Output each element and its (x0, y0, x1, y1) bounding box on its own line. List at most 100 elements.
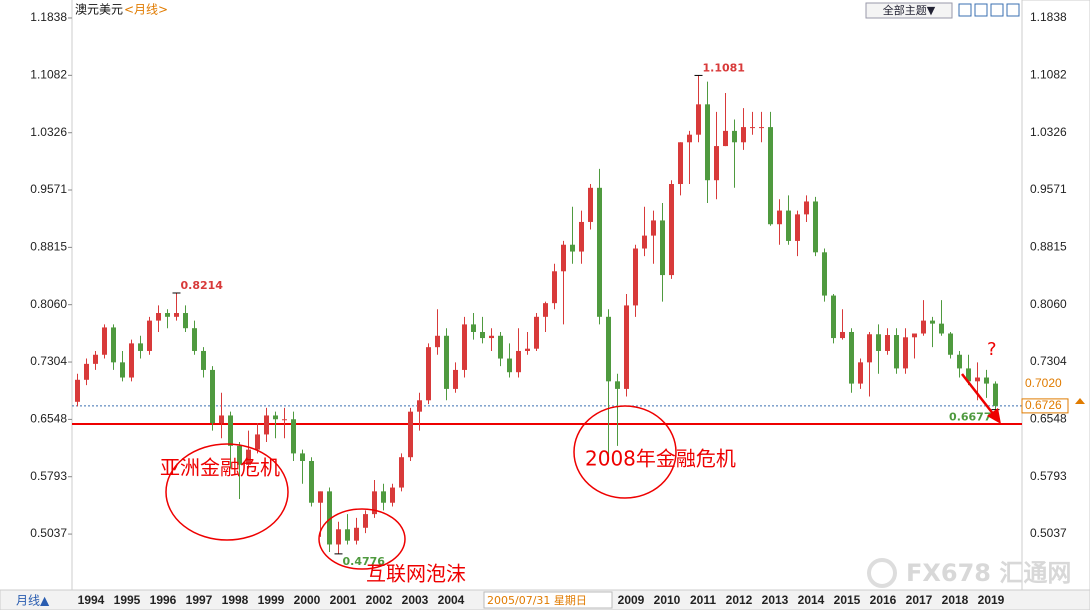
event-label: 互联网泡沫 (366, 562, 466, 586)
candle-body (390, 487, 395, 503)
candle-body (201, 350, 206, 370)
candle-body (741, 127, 746, 143)
candle-body (372, 491, 377, 515)
candle-body (759, 127, 764, 129)
candle-body (435, 335, 440, 348)
theme-button-box[interactable] (865, 2, 953, 19)
symbol: 澳元美元 (75, 3, 123, 17)
y-tick-label: 0.5793 (30, 469, 67, 483)
x-tick-label: 2000 (294, 593, 321, 607)
candle-body (480, 331, 485, 339)
arrow (961, 373, 995, 416)
theme-button[interactable]: 全部主题▼ (883, 3, 936, 17)
candle-body (309, 460, 314, 503)
candle-body (102, 327, 107, 355)
candle-body (633, 248, 638, 306)
x-tick-label: 2009 (618, 593, 645, 607)
candle-body (984, 377, 989, 384)
candle-body (183, 313, 188, 329)
x-tick-label: 2015 (834, 593, 861, 607)
event-label: 2008年金融危机 (585, 447, 736, 471)
right-axis-panel (1021, 0, 1090, 591)
y-tick-label-right: 1.1082 (1030, 68, 1067, 82)
candle-body (651, 220, 656, 236)
y-tick-label: 1.1082 (30, 68, 67, 82)
candle-body (129, 343, 134, 378)
candle-body (291, 419, 296, 454)
candle-body (552, 271, 557, 304)
candle-body (543, 303, 548, 317)
candle-body (255, 434, 260, 450)
x-tick-label: 2019 (978, 593, 1005, 607)
y-tick-label: 0.8060 (30, 297, 67, 311)
candle-body (822, 252, 827, 296)
candle-body (561, 244, 566, 272)
candle-body (696, 104, 701, 135)
candle-body (93, 354, 98, 364)
x-tick-label: 1997 (186, 593, 213, 607)
y-tick-label: 1.1838 (30, 10, 67, 24)
y-tick-label: 0.7304 (30, 354, 67, 368)
candle-body (273, 415, 278, 420)
candle-body (804, 201, 809, 215)
candle-body (867, 334, 872, 363)
y-tick-label: 0.9571 (30, 182, 67, 196)
candle-body (147, 320, 152, 351)
y-tick-label-right: 0.6548 (1030, 412, 1067, 426)
candle-body (993, 383, 998, 406)
candle-body (282, 419, 287, 421)
candle-body (642, 235, 647, 249)
extreme-label: 0.4776 (343, 555, 386, 568)
candle-body (192, 328, 197, 351)
candle-body (750, 127, 755, 129)
candle-body (381, 491, 386, 503)
candle-body (858, 362, 863, 384)
price-arrow (1075, 398, 1085, 404)
y-tick-label-right: 1.1838 (1030, 10, 1067, 24)
candle-body (813, 201, 818, 253)
candle-body (75, 379, 80, 402)
extreme-label: 1.1081 (703, 61, 745, 74)
candle-body (471, 324, 476, 332)
candle-body (462, 324, 467, 370)
period-button[interactable]: 月线▲ (16, 594, 50, 608)
candle-body (714, 146, 719, 181)
x-tick-label: 2003 (402, 593, 429, 607)
candle-body (327, 491, 332, 545)
candle-body (264, 415, 269, 435)
candle-body (120, 362, 125, 378)
candle-body (975, 377, 980, 382)
candle-body (615, 381, 620, 389)
candle-body (795, 214, 800, 241)
candle-body (939, 323, 944, 334)
event-circle (318, 508, 406, 570)
candle-body (849, 331, 854, 384)
candle-body (525, 348, 530, 351)
candle-body (894, 335, 899, 369)
candle-body (786, 210, 791, 241)
x-tick-label: 1994 (78, 593, 105, 607)
candle-body (210, 369, 215, 424)
candle-body (354, 527, 359, 541)
x-tick-label: 2011 (690, 593, 716, 607)
candle-body (417, 400, 422, 412)
x-tick-label: 2002 (366, 593, 393, 607)
y-tick-label: 0.5037 (30, 526, 67, 540)
candle-body (246, 449, 251, 465)
candle-body (300, 453, 305, 461)
candle-body (921, 320, 926, 334)
y-tick-label-right: 0.9571 (1030, 182, 1067, 196)
candle-body (624, 305, 629, 389)
toolbar-icons[interactable] (958, 3, 1020, 17)
candle-body (579, 221, 584, 252)
candle-body (237, 445, 242, 465)
candle-body (498, 335, 503, 359)
candle-body (732, 130, 737, 143)
candle-body (156, 313, 161, 321)
candle-body (363, 514, 368, 528)
candle-body (588, 187, 593, 222)
x-tick-label: 1996 (150, 593, 177, 607)
candle-body (174, 313, 179, 317)
x-tick-label: 2004 (438, 593, 465, 607)
